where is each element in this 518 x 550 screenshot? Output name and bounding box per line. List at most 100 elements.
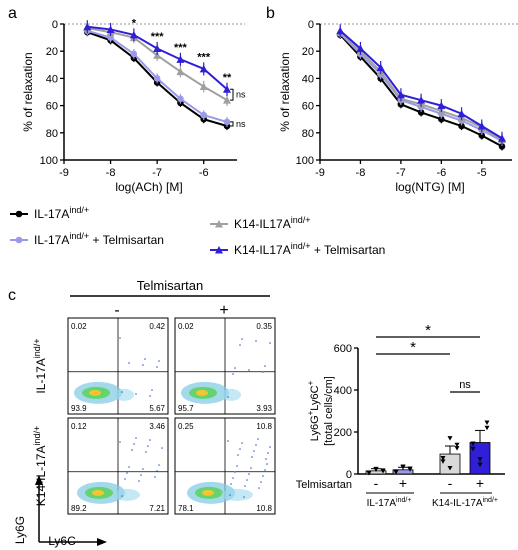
flow-quad-tl: 0.02 xyxy=(178,322,194,331)
chart-a-data-point xyxy=(200,111,208,119)
flow-event xyxy=(135,437,137,439)
chart-c-data-point xyxy=(454,446,460,451)
chart-a-ytick-label: 60 xyxy=(46,101,58,113)
flow-event xyxy=(264,469,266,471)
chart-a-ytick-label: 0 xyxy=(52,19,58,31)
flow-event xyxy=(243,496,245,498)
flow-axis-y-arrowhead xyxy=(35,475,43,485)
flow-quad-br: 5.67 xyxy=(149,404,165,413)
chart-a-ytick-label: 40 xyxy=(46,73,58,85)
chart-c-ytick-label: 0 xyxy=(346,469,352,481)
chart-b-xtick-label: -5 xyxy=(477,167,487,179)
chart-b-data-point xyxy=(396,90,405,99)
flow-event xyxy=(121,495,123,497)
flow-event xyxy=(262,371,264,373)
flow-event xyxy=(138,480,140,482)
legend-swatch-marker xyxy=(215,220,223,228)
flow-quad-tr: 10.8 xyxy=(256,422,272,431)
chart-a-ylabel: % of relaxation xyxy=(21,52,35,131)
chart-c-data-point xyxy=(484,420,490,426)
chart-a-data-point xyxy=(106,25,115,33)
chart-c-data-point xyxy=(470,441,476,447)
chart-b-ytick-label: 40 xyxy=(302,73,314,85)
chart-b-data-point xyxy=(478,132,486,139)
chart-b-xlabel: log(NTG) [M] xyxy=(395,180,464,194)
chart-b-series-line xyxy=(339,30,503,140)
chart-a-data-point xyxy=(199,64,208,73)
chart-a-xtick-label: -8 xyxy=(106,167,116,179)
chart-c-data-point xyxy=(393,469,399,474)
chart-c-group-label: K14-IL-17Aind/+ xyxy=(432,497,498,509)
flow-row-label: IL-17Aind/+ xyxy=(32,338,48,393)
chart-c-sig-label: * xyxy=(410,339,416,356)
flow-event xyxy=(142,468,144,470)
flow-quad-tl: 0.12 xyxy=(71,422,87,431)
chart-c-data-point xyxy=(373,466,379,472)
chart-c-data-point xyxy=(477,462,483,468)
flow-event xyxy=(248,473,250,475)
chart-b-data-point xyxy=(417,109,425,116)
flow-event xyxy=(251,456,253,458)
chart-c-data-point xyxy=(484,425,490,431)
chart-a-bracket-label: ns xyxy=(236,119,246,129)
flow-event xyxy=(149,439,151,441)
chart-c-data-point xyxy=(380,468,386,473)
chart-a-data-point xyxy=(129,30,138,39)
flow-quad-br: 7.21 xyxy=(149,504,165,513)
chart-a-ytick-label: 80 xyxy=(46,128,58,140)
flow-event xyxy=(128,362,130,364)
chart-a-data-point xyxy=(176,55,185,63)
flow-quad-bl: 93.9 xyxy=(71,404,87,413)
chart-a-xtick-label: -7 xyxy=(152,167,162,179)
chart-a-bracket-label: ns xyxy=(236,90,246,100)
chart-b-data-point xyxy=(356,44,365,52)
flow-event xyxy=(145,451,147,453)
chart-c-data-point xyxy=(407,466,413,472)
flow-event xyxy=(264,365,266,367)
chart-c-data-point xyxy=(400,464,406,469)
flow-event xyxy=(237,454,239,456)
chart-a-ytick-label: 20 xyxy=(46,46,58,58)
chart-b-data-point xyxy=(458,122,465,130)
flow-event xyxy=(230,483,232,485)
legend-label: K14-IL17Aind/+ + Telmisartan xyxy=(234,241,385,257)
flow-event xyxy=(253,450,255,452)
chart-b-data-point xyxy=(498,143,506,150)
chart-c-data-point xyxy=(477,457,483,462)
chart-c-group-label: IL-17Aind/+ xyxy=(367,497,412,509)
chart-a-data-point xyxy=(223,96,231,104)
flow-quad-bl: 89.2 xyxy=(71,504,87,513)
chart-b: % of relaxation log(NTG) [M] 0 20 40 60 80 10… xyxy=(278,19,518,194)
flow-event xyxy=(241,338,243,340)
chart-a-data-point xyxy=(177,95,184,103)
chart-b-data-point xyxy=(376,63,385,72)
flow-event xyxy=(158,464,160,466)
chart-b-xtick-label: -7 xyxy=(396,167,406,179)
chart-c-data-point xyxy=(447,436,453,441)
flow-event xyxy=(267,452,269,454)
chart-b-data-point xyxy=(477,122,486,130)
chart-a-xtick-label: -9 xyxy=(59,167,69,179)
flow-event xyxy=(232,477,234,479)
flow-quad-br: 10.8 xyxy=(256,504,272,513)
chart-b-xtick-label: -9 xyxy=(315,167,325,179)
flow-event xyxy=(135,393,137,395)
chart-a-annotation: * xyxy=(132,18,137,30)
legend-label: IL-17Aind/+ xyxy=(34,205,89,221)
flow-event xyxy=(144,358,146,360)
chart-c-ytick-label: 400 xyxy=(334,385,352,397)
chart-a-xtick-label: -6 xyxy=(199,167,209,179)
flow-density-core xyxy=(202,489,214,496)
chart-c-ylabel-line2: [total cells/cm] xyxy=(323,376,335,446)
flow-cytometry-panel: Telmisartan - + Ly6G Ly6C 0.02 0.42 93.9 5.… xyxy=(13,278,276,548)
flow-quad-br: 3.93 xyxy=(256,404,272,413)
legend-label: IL-17Aind/+ + Telmisartan xyxy=(34,231,164,247)
panel-label-b: b xyxy=(266,5,275,22)
chart-b-ylabel: % of relaxation xyxy=(278,52,292,131)
chart-a-data-point xyxy=(153,51,162,59)
chart-c-sign: + xyxy=(399,475,407,491)
flow-event xyxy=(156,366,158,368)
flow-event xyxy=(257,438,259,440)
chart-c-data-point xyxy=(447,466,453,471)
flow-event xyxy=(128,466,130,468)
